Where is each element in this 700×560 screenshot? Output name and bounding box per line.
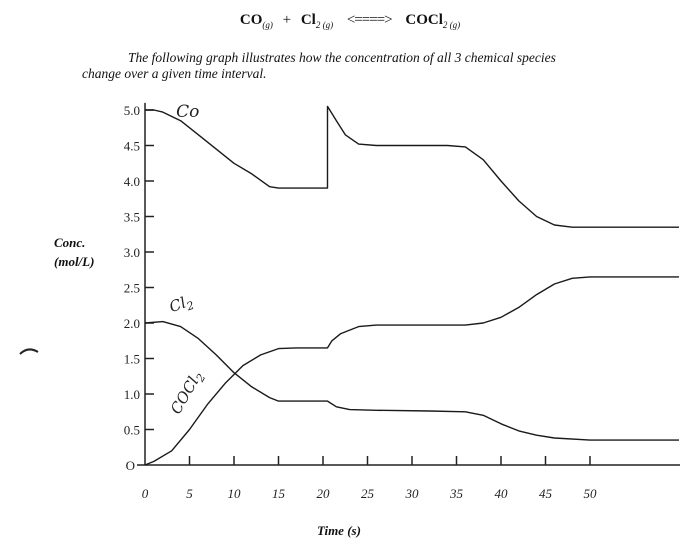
x-axis-label: Time (s) — [317, 523, 361, 538]
reactant-co-state: (g) — [262, 20, 273, 30]
cocl2-line — [144, 276, 679, 466]
series-lines — [144, 105, 679, 466]
curve-label: Cl2 — [167, 291, 196, 319]
x-tick-label: 20 — [317, 486, 331, 501]
y-tick-label: 0.5 — [124, 423, 140, 438]
y-axis-label: Conc. (mol/L) — [54, 233, 94, 271]
co-line — [145, 105, 679, 228]
equilibrium-arrow: <====> — [346, 12, 393, 28]
caption-line-2: change over a given time interval. — [82, 66, 267, 81]
x-tick-label: 5 — [186, 486, 193, 501]
ticks: 0.5 1.0 1.5 2.0 2.5 3.0 3.5 4.0 4.5 5.0 O0 5 10 15 20 2… — [124, 103, 597, 501]
y-zero-label: O — [126, 458, 135, 473]
y-tick-label: 2.5 — [124, 281, 140, 296]
x-tick-label: 15 — [272, 486, 286, 501]
y-tick-label: 4.0 — [124, 174, 140, 189]
x-tick-label: 45 — [539, 486, 553, 501]
y-tick-label: 1.0 — [124, 387, 140, 402]
caption: The following graph illustrates how the … — [82, 50, 642, 82]
y-tick-label: 2.0 — [124, 316, 140, 331]
y-tick-label: 1.5 — [124, 352, 140, 367]
plus-sign: + — [282, 12, 292, 28]
y-axis-label-line-2: (mol/L) — [54, 254, 95, 269]
x-tick-label: 50 — [584, 486, 598, 501]
x-tick-label: 40 — [495, 486, 509, 501]
caption-line-1: The following graph illustrates how the … — [128, 50, 556, 65]
curve-label: Co — [176, 102, 199, 122]
reaction-equation: CO(g) + Cl2 (g) <====> COCl2 (g) — [0, 12, 700, 30]
reactant-co: CO — [239, 12, 263, 28]
y-tick-label: 3.0 — [124, 245, 140, 260]
margin-mark-icon — [19, 348, 39, 355]
cl2-line — [144, 320, 679, 441]
product-cocl2-sub: 2 (g) — [442, 20, 461, 30]
y-tick-label: 3.5 — [124, 210, 140, 225]
x-tick-label: 30 — [405, 486, 420, 501]
y-tick-label: 5.0 — [124, 103, 140, 118]
x-tick-label: 35 — [449, 486, 464, 501]
x-tick-label: 0 — [142, 486, 149, 501]
x-tick-label: 25 — [361, 486, 375, 501]
x-tick-label: 10 — [228, 486, 242, 501]
reactant-cl2-sub: 2 (g) — [315, 20, 334, 30]
y-tick-label: 4.5 — [124, 139, 140, 154]
y-axis-label-line-1: Conc. — [54, 235, 86, 250]
product-cocl2: COCl — [405, 12, 443, 28]
reactant-cl2: Cl — [300, 12, 316, 28]
